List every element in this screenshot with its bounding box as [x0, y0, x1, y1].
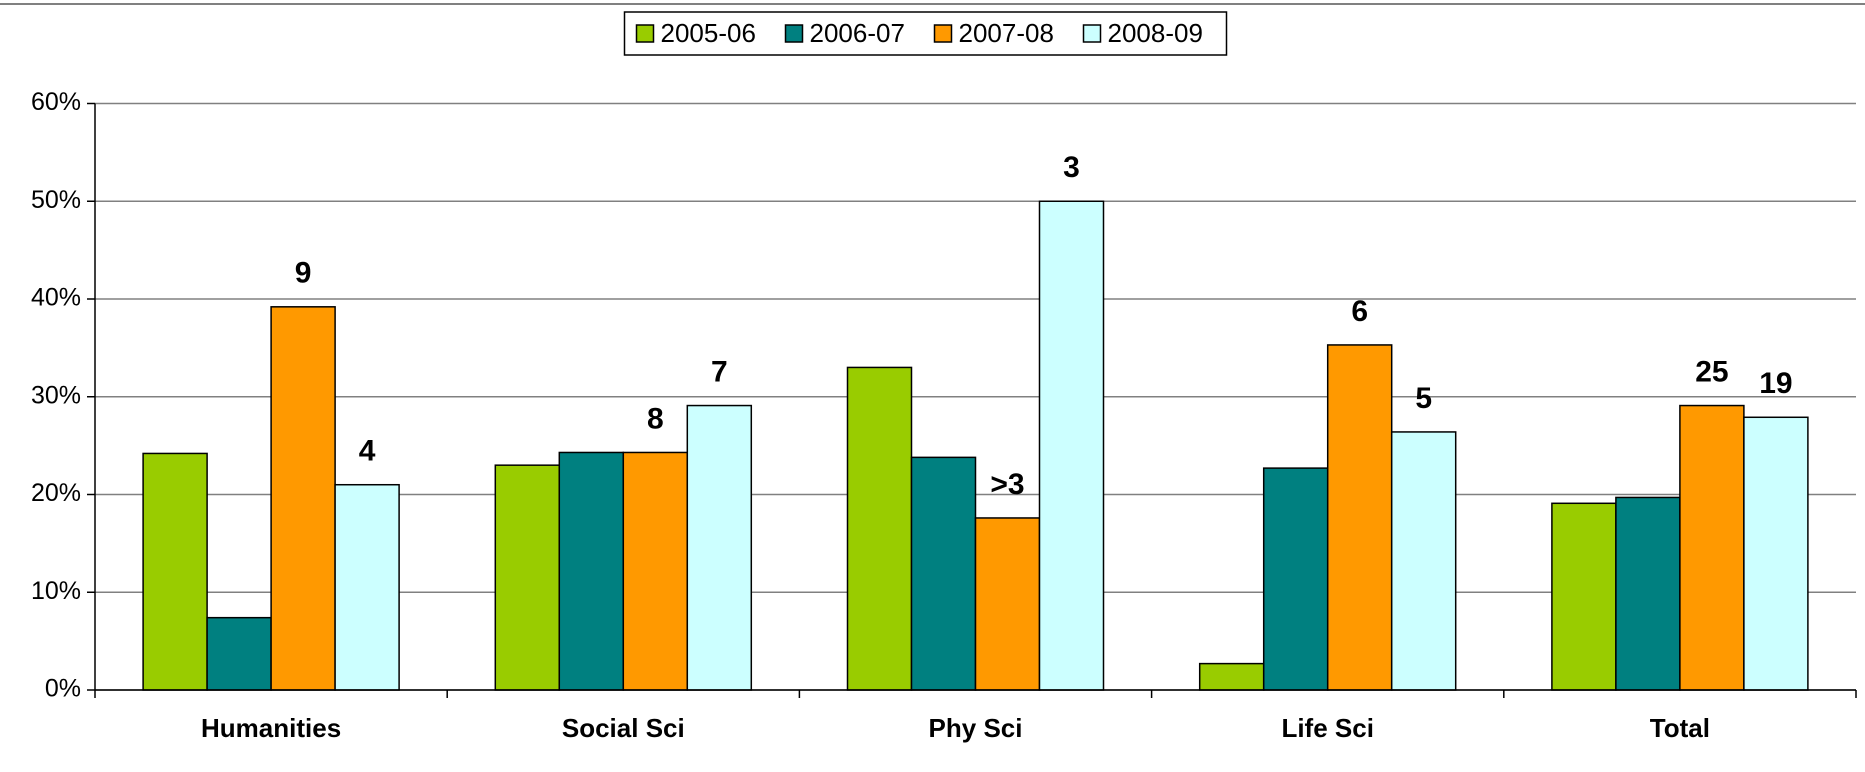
legend-swatch	[1082, 24, 1102, 43]
bar	[910, 456, 977, 691]
y-tick-label: 0%	[45, 675, 81, 703]
bar	[1326, 344, 1393, 691]
bar	[1038, 200, 1105, 691]
bar	[334, 483, 400, 691]
bar-annotation: 8	[647, 402, 664, 435]
x-tick-label: Social Sci	[562, 713, 685, 743]
y-tick-label: 40%	[31, 284, 81, 312]
x-tick-label: Humanities	[201, 713, 341, 743]
x-tick-label: Life Sci	[1281, 713, 1373, 743]
y-tick-label: 20%	[31, 479, 81, 507]
legend-swatch	[784, 24, 804, 43]
y-tick-label: 30%	[31, 381, 81, 409]
bar-annotation: 9	[295, 257, 312, 290]
x-tick-label: Phy Sci	[929, 713, 1023, 743]
bar	[270, 306, 336, 691]
y-tick-label: 10%	[31, 577, 81, 605]
legend-swatch	[933, 24, 953, 43]
legend-label: 2008-09	[1108, 18, 1203, 48]
bar-annotation: 7	[711, 355, 728, 388]
bar	[622, 451, 689, 691]
bar	[558, 451, 625, 691]
legend-swatch	[635, 24, 655, 43]
bar-annotation: 5	[1415, 382, 1432, 415]
bar	[1262, 467, 1329, 691]
bar-annotation: >3	[990, 468, 1024, 501]
bar-annotation: 4	[359, 435, 376, 468]
legend-label: 2007-08	[959, 18, 1054, 48]
bar	[974, 517, 1041, 691]
bar	[1390, 431, 1457, 691]
bar	[1615, 496, 1681, 691]
bar	[1743, 416, 1809, 691]
legend-label: 2005-06	[661, 18, 756, 48]
bar	[206, 616, 272, 691]
bar-annotation: 6	[1351, 295, 1368, 328]
x-tick-label: Total	[1650, 713, 1710, 743]
legend-box	[623, 11, 1228, 56]
y-tick-label: 60%	[31, 88, 81, 116]
bar	[494, 464, 561, 691]
legend-label: 2006-07	[810, 18, 905, 48]
bar	[686, 404, 753, 691]
bar-annotation: 3	[1063, 151, 1080, 184]
bar	[1198, 662, 1265, 691]
bar-annotation: 25	[1695, 355, 1728, 388]
bar	[846, 366, 913, 691]
bar	[142, 452, 208, 691]
bar	[1551, 502, 1617, 691]
y-tick-label: 50%	[31, 186, 81, 214]
bar-annotation: 19	[1759, 367, 1792, 400]
bar	[1679, 404, 1745, 691]
